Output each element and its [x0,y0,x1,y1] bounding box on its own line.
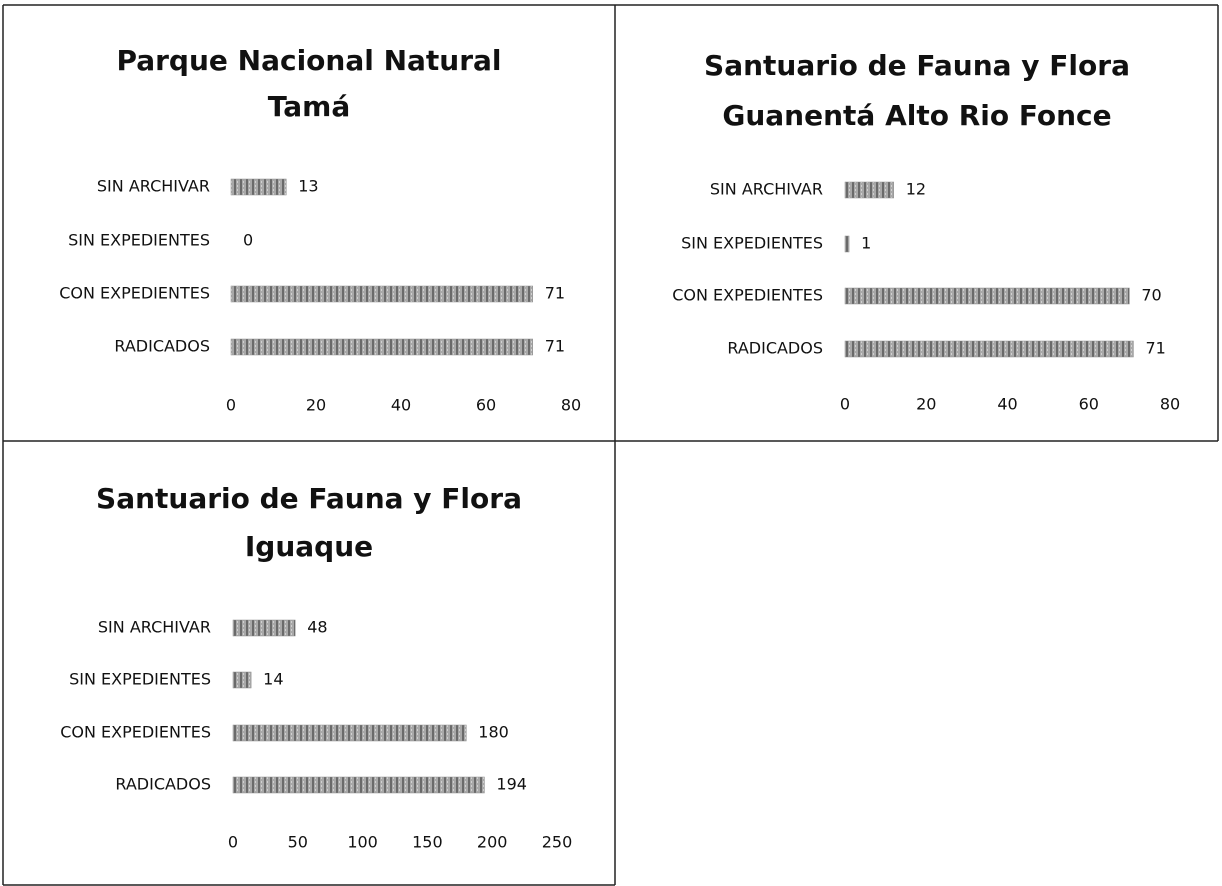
x-tick-label: 0 [226,396,236,415]
data-label: 71 [545,284,565,303]
y-tick-label: CON EXPEDIENTES [60,723,211,742]
bar [844,340,1134,358]
y-tick-label: CON EXPEDIENTES [672,286,823,305]
y-tick-label: CON EXPEDIENTES [59,284,210,303]
data-label: 0 [243,231,253,250]
data-label: 70 [1141,286,1161,305]
bar [230,178,287,196]
bar [232,776,485,794]
bar [844,287,1130,305]
chart-title: Santuario de Fauna y Flora [96,482,522,515]
y-tick-label: SIN ARCHIVAR [97,177,210,196]
y-tick-label: SIN EXPEDIENTES [681,234,823,253]
x-tick-label: 150 [412,833,443,852]
y-tick-label: SIN EXPEDIENTES [68,231,210,250]
data-label: 14 [263,670,283,689]
data-label: 180 [478,723,509,742]
bar [232,671,252,689]
bar [232,724,467,742]
chart-title: Iguaque [245,530,373,563]
y-tick-label: RADICADOS [115,775,211,794]
x-tick-label: 50 [288,833,308,852]
x-tick-label: 60 [1079,395,1099,414]
x-tick-label: 0 [228,833,238,852]
data-label: 71 [545,337,565,356]
data-label: 194 [496,775,527,794]
bar [230,285,533,303]
bar [844,235,850,253]
x-tick-label: 60 [476,396,496,415]
x-tick-label: 200 [477,833,508,852]
cell-borders [2,4,1219,886]
x-tick-label: 80 [561,396,581,415]
x-tick-label: 40 [997,395,1017,414]
chart-title: Santuario de Fauna y Flora [704,49,1130,82]
x-tick-label: 20 [306,396,326,415]
x-tick-label: 40 [391,396,411,415]
data-label: 71 [1145,339,1165,358]
chart-title: Guanentá Alto Rio Fonce [722,99,1111,132]
data-label: 13 [298,177,318,196]
x-tick-label: 80 [1160,395,1180,414]
x-tick-label: 100 [347,833,378,852]
y-tick-label: SIN ARCHIVAR [98,618,211,637]
chart-title: Tamá [268,90,350,123]
bar [230,338,533,356]
y-tick-label: SIN EXPEDIENTES [69,670,211,689]
y-tick-label: RADICADOS [727,339,823,358]
bar [232,619,296,637]
data-label: 48 [307,618,327,637]
chart-title: Parque Nacional Natural [116,44,501,77]
bar [844,181,894,199]
data-label: 12 [906,180,926,199]
x-tick-label: 250 [542,833,573,852]
y-tick-label: SIN ARCHIVAR [710,180,823,199]
x-tick-label: 0 [840,395,850,414]
x-tick-label: 20 [916,395,936,414]
data-label: 1 [861,234,871,253]
y-tick-label: RADICADOS [114,337,210,356]
